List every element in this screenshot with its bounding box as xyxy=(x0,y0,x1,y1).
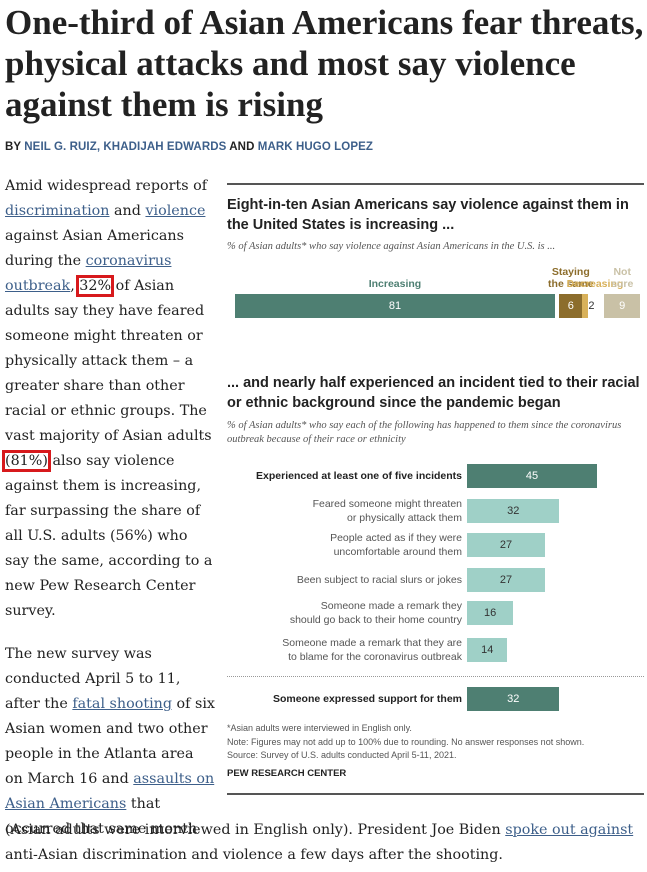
chart1-value-label: 6 xyxy=(567,300,574,312)
chart1-value-label: 81 xyxy=(388,300,402,312)
text: (Asian adults were interviewed in Englis… xyxy=(5,822,506,838)
chart2-row-label: Been subject to racial slurs or jokes xyxy=(222,573,462,587)
paragraph-2: The new survey was conducted April 5 to … xyxy=(5,642,215,842)
article-headline: One-third of Asian Americans fear threat… xyxy=(5,3,644,124)
chart2-row-label-line: Someone made a remark they xyxy=(320,600,462,612)
chart2-value-label: 32 xyxy=(507,693,520,705)
chart2-bar xyxy=(467,638,508,662)
chart1-category-label-line: Decreasing xyxy=(566,278,624,290)
chart1-value-label: 2 xyxy=(588,300,595,312)
source-label: PEW RESEARCH CENTER xyxy=(227,768,347,779)
fatal-shooting-link[interactable]: fatal shooting xyxy=(72,696,172,712)
chart2-row-label-line: uncomfortable around them xyxy=(333,546,462,558)
chart2-separator xyxy=(227,676,644,677)
chart2-row-label: Someone expressed support for them xyxy=(222,692,462,706)
panel-bottom-rule xyxy=(227,793,644,795)
chart2-bar xyxy=(467,687,560,711)
note-source: Source: Survey of U.S. adults conducted … xyxy=(227,750,457,760)
chart2-bar xyxy=(467,499,560,523)
assaults-link[interactable]: assaults on Asian Americans xyxy=(5,771,215,812)
chart2-row-label-line: Someone expressed support for them xyxy=(272,693,462,705)
chart1-category-label: Decreasing xyxy=(566,278,624,290)
text: The new survey was conducted April 5 to … xyxy=(5,646,181,712)
chart2-subtitle: % of Asian adults* who say each of the f… xyxy=(227,420,622,445)
chart1-title: Eight-in-ten Asian Americans say violenc… xyxy=(227,197,629,233)
chart2-row-label: Someone made a remark that they are to bl… xyxy=(222,636,462,664)
chart2-value-label: 27 xyxy=(499,574,513,586)
chart1-bar-staying-the-same xyxy=(558,294,583,318)
violence-link[interactable]: violence xyxy=(145,203,206,219)
chart2-value-label: 16 xyxy=(483,607,497,619)
text: and xyxy=(109,203,146,219)
chart1-bar-decreasing xyxy=(581,294,588,318)
note-asterisk: *Asian adults were interviewed in Englis… xyxy=(227,723,412,733)
chart2-value-label: 14 xyxy=(481,644,494,656)
byline-prefix: BY xyxy=(5,141,21,153)
spoke-out-link[interactable]: spoke out against xyxy=(505,822,634,838)
chart1-category-label: Staying the same xyxy=(539,266,603,290)
chart1-bar-increasing xyxy=(235,294,555,318)
author-link-2[interactable]: MARK HUGO LOPEZ xyxy=(257,141,374,153)
highlight-32-percent: 32% xyxy=(76,275,115,297)
chart2-title: ... and nearly half experienced an incid… xyxy=(227,375,640,411)
text: that occurred that same month xyxy=(5,796,198,837)
highlight-81-percent: (81%) xyxy=(2,450,51,472)
chart1-bar-not-sure xyxy=(604,294,640,318)
chart2-value-label: 45 xyxy=(525,470,539,482)
chart2-value-label: 32 xyxy=(507,505,520,517)
chart1-category-label-line: Not xyxy=(613,266,631,278)
text: also say violence against them is increa… xyxy=(5,453,213,619)
text: , xyxy=(70,278,80,294)
chart2-row-label-line: Someone made a remark that they are xyxy=(282,637,462,649)
chart2-row-label-line: or physically attack them xyxy=(347,512,462,524)
chart2-row-label: People acted as if they were uncomfortabl… xyxy=(222,531,462,559)
chart2-bar xyxy=(467,464,597,488)
chart1-category-label-line: Staying xyxy=(551,266,590,278)
chart1-subtitle: % of Asian adults* who say violence agai… xyxy=(227,241,556,252)
panel-top-rule xyxy=(227,183,644,185)
text: of six Asian women and two other people … xyxy=(5,696,215,787)
chart1-category-label: Not sure xyxy=(584,266,647,290)
author-link-1[interactable]: NEIL G. RUIZ, KHADIJAH EDWARDS xyxy=(24,141,227,153)
byline: BY NEIL G. RUIZ, KHADIJAH EDWARDS AND MA… xyxy=(5,141,373,153)
chart1-category-label-line: sure xyxy=(611,278,634,290)
chart2-row-label: Someone made a remark they should go back… xyxy=(222,599,462,627)
paragraph-1: Amid widespread reports of discriminatio… xyxy=(2,174,215,624)
discrimination-link[interactable]: discrimination xyxy=(5,203,110,219)
chart2-row-label-line: should go back to their home country xyxy=(289,614,462,626)
chart2-row-label-line: to blame for the coronavirus outbreak xyxy=(288,651,462,663)
chart1-category-label-line: Increasing xyxy=(368,278,422,290)
chart-panel: Eight-in-ten Asian Americans say violenc… xyxy=(227,183,644,795)
chart2-row-label-line: People acted as if they were xyxy=(330,532,462,544)
chart2-bar xyxy=(467,568,545,592)
byline-and: AND xyxy=(229,141,255,153)
chart2-row-label-line: Experienced at least one of five inciden… xyxy=(256,470,462,482)
chart1-category-label: Increasing xyxy=(215,278,575,290)
chart2-row-label: Experienced at least one of five inciden… xyxy=(222,469,462,483)
chart2-bar xyxy=(467,601,514,625)
article-body: Amid widespread reports of discriminatio… xyxy=(2,174,215,842)
text: anti-Asian discrimination and violence a… xyxy=(5,847,503,863)
chart2-row-label: Feared someone might threaten or physical… xyxy=(222,497,462,525)
chart2-row-label-line: Feared someone might threaten xyxy=(312,498,462,510)
paragraph-2-continued: (Asian adults were interviewed in Englis… xyxy=(5,818,645,868)
text: of Asian adults say they have feared som… xyxy=(5,278,212,444)
chart1-value-label: 9 xyxy=(619,300,626,312)
chart2-bar xyxy=(467,533,545,557)
note-rounding: Note: Figures may not add up to 100% due… xyxy=(227,737,585,747)
text: against Asian Americans during the xyxy=(5,228,184,269)
text: Amid widespread reports of xyxy=(5,178,207,194)
chart1-category-label-line: the same xyxy=(548,278,594,290)
chart2-row-label-line: Been subject to racial slurs or jokes xyxy=(296,574,462,586)
coronavirus-outbreak-link[interactable]: coronavirus outbreak xyxy=(5,253,172,294)
chart2-value-label: 27 xyxy=(499,539,513,551)
